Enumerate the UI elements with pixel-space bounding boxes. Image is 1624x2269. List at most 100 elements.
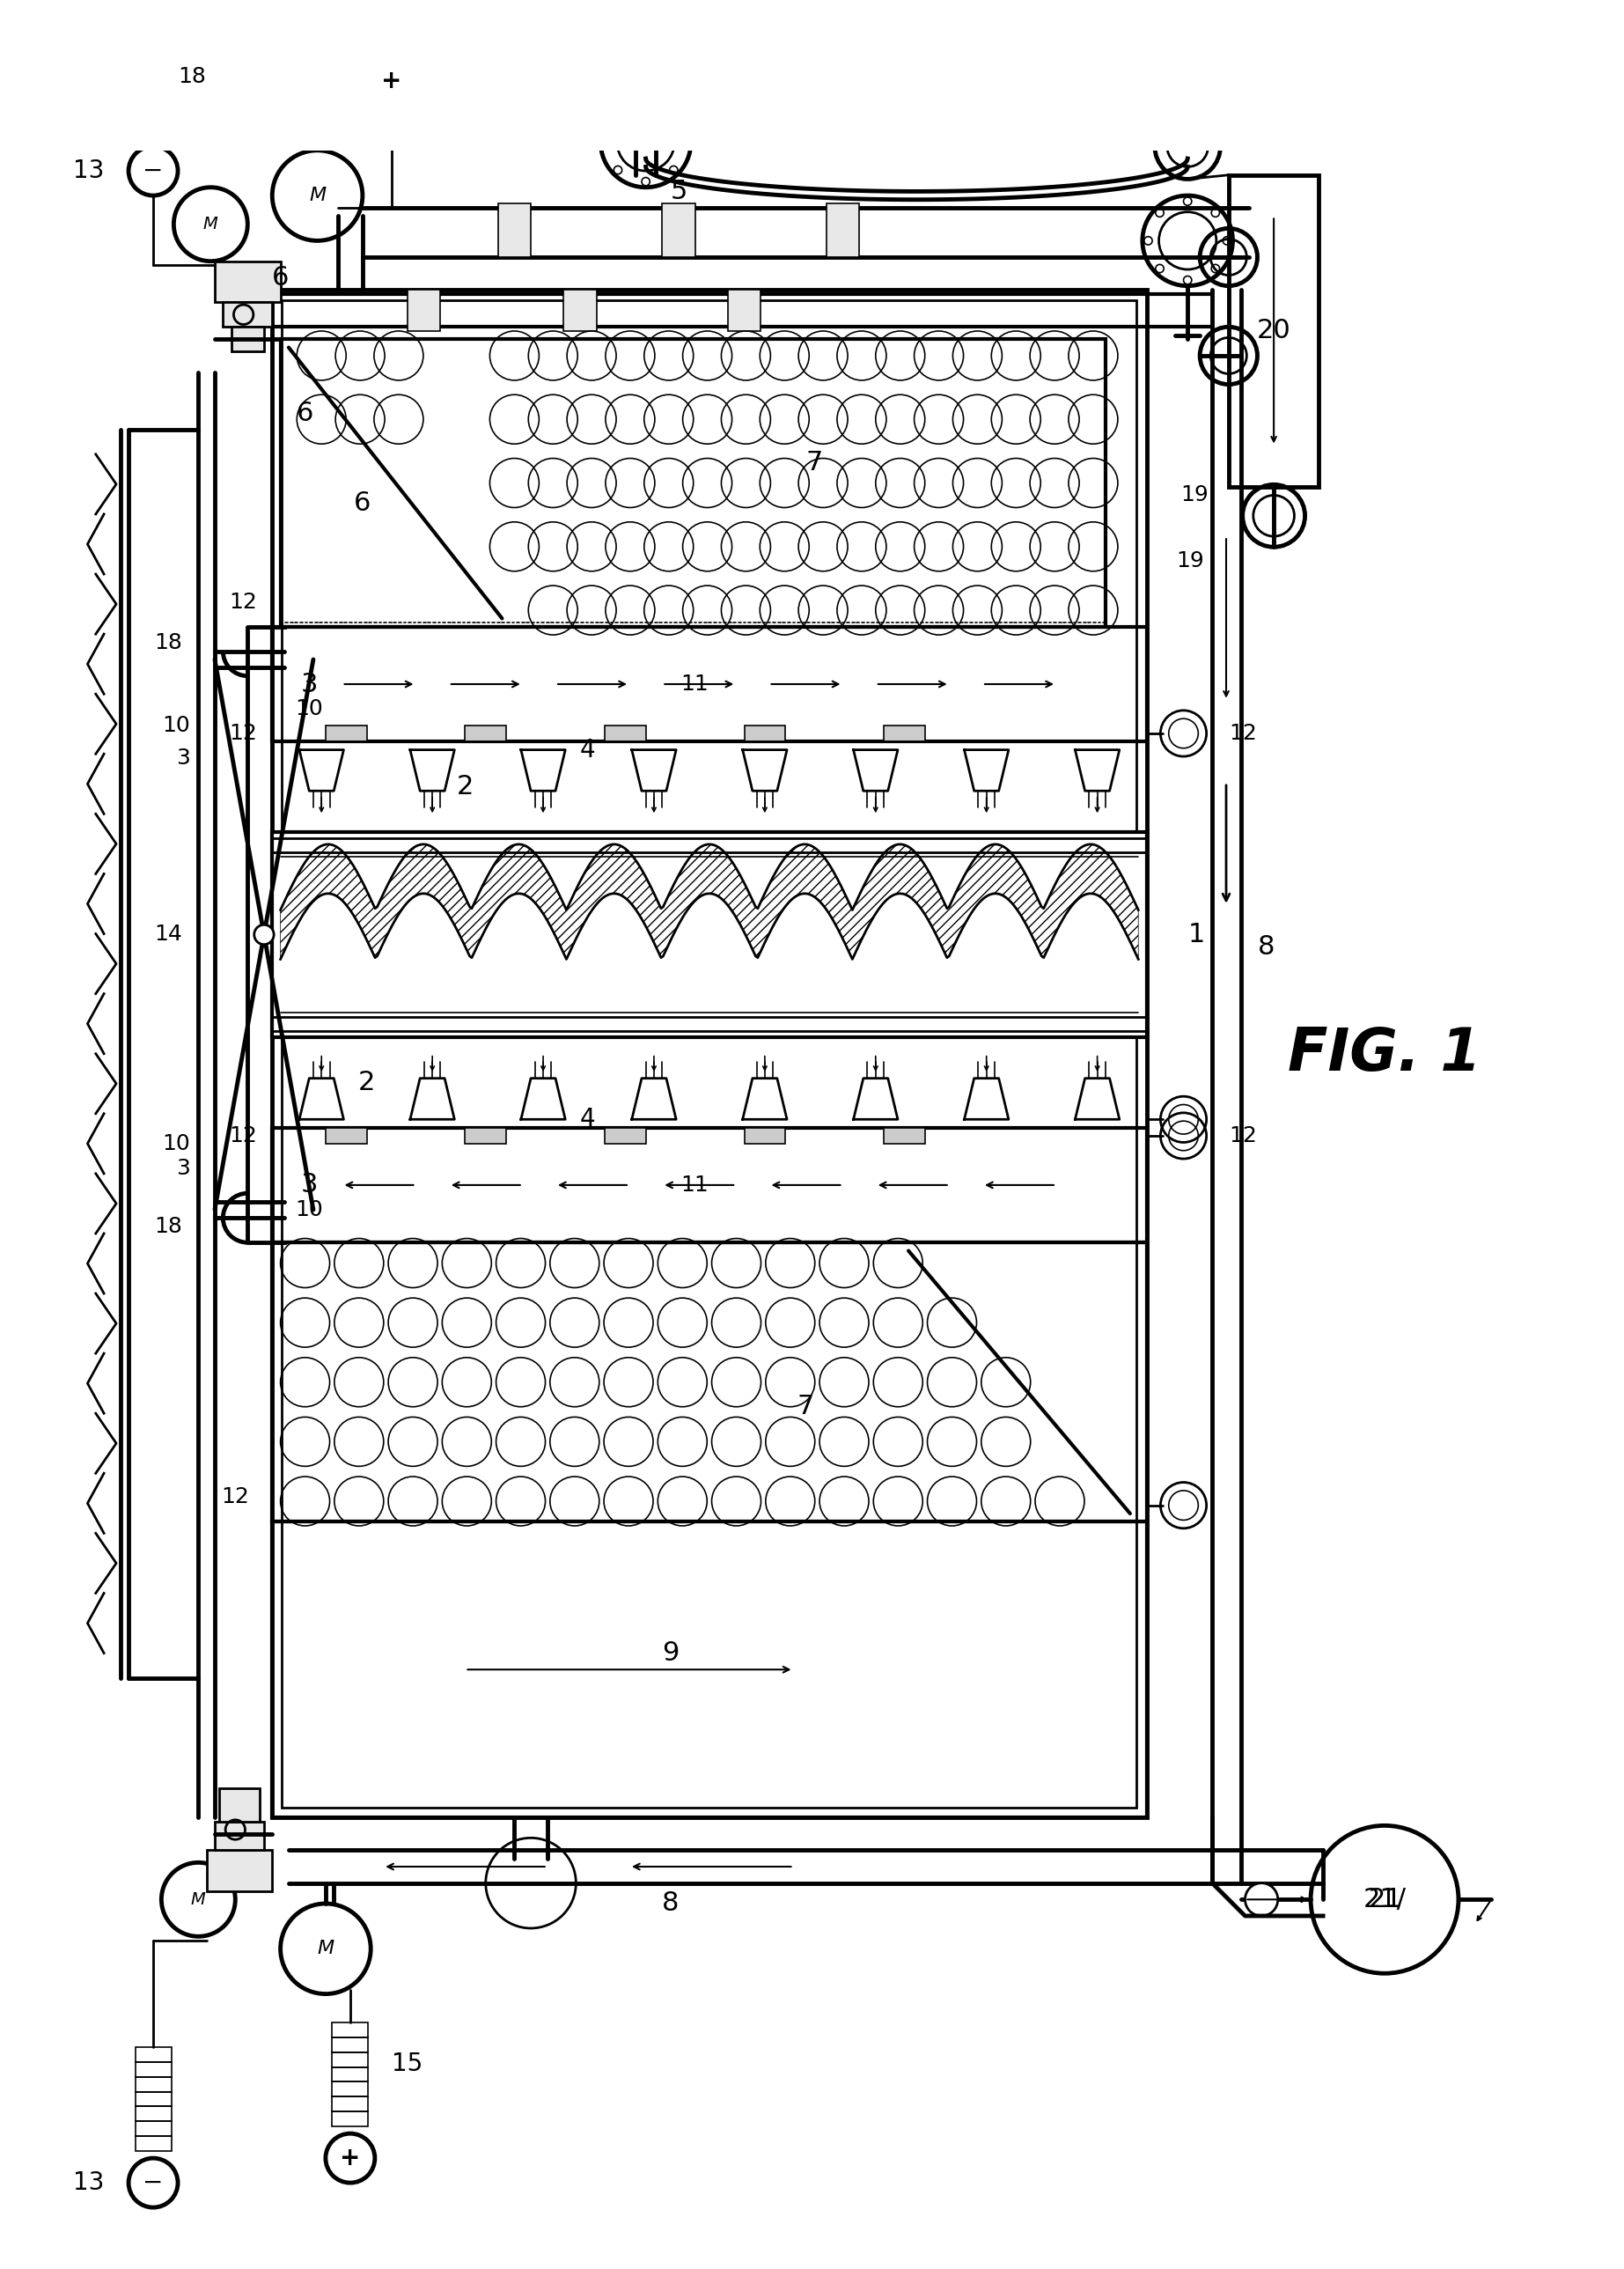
Bar <box>135 66 171 79</box>
Text: 19: 19 <box>1176 551 1203 572</box>
Text: FIG. 1: FIG. 1 <box>1288 1026 1481 1082</box>
Text: 12: 12 <box>1229 1125 1257 1146</box>
Text: 18: 18 <box>154 1216 182 1237</box>
Text: 12: 12 <box>221 1486 250 1507</box>
Bar <box>135 109 171 125</box>
Bar <box>325 1128 367 1144</box>
Text: 4: 4 <box>580 1107 596 1132</box>
Bar <box>135 2106 171 2122</box>
Text: 6: 6 <box>354 490 370 517</box>
Bar <box>827 204 859 256</box>
Bar <box>374 5 409 18</box>
Bar <box>333 2097 369 2112</box>
Bar <box>273 626 1147 742</box>
Text: 21/: 21/ <box>1363 1888 1406 1913</box>
Bar <box>744 726 786 742</box>
Bar <box>374 0 409 5</box>
Bar <box>464 1128 507 1144</box>
Bar <box>464 726 507 742</box>
Bar <box>273 1128 1147 1243</box>
Text: 15: 15 <box>391 2051 422 2076</box>
Text: 1: 1 <box>1187 921 1205 948</box>
Text: −: − <box>143 2171 164 2194</box>
Text: 2: 2 <box>456 774 474 799</box>
Text: 18: 18 <box>154 633 182 653</box>
Text: 8: 8 <box>1257 935 1275 960</box>
Circle shape <box>174 188 247 261</box>
Bar <box>374 18 409 34</box>
Bar <box>499 204 531 256</box>
Bar <box>325 726 367 742</box>
Bar <box>408 290 440 331</box>
Bar <box>333 2112 369 2126</box>
Text: 12: 12 <box>229 592 258 613</box>
Bar <box>214 261 281 302</box>
Bar <box>333 2022 369 2038</box>
Text: 10: 10 <box>162 1134 190 1155</box>
Circle shape <box>281 1904 370 1994</box>
Bar <box>1229 175 1319 488</box>
Bar <box>333 2038 369 2051</box>
Text: 14: 14 <box>154 923 182 946</box>
Text: −: − <box>143 159 164 184</box>
Bar <box>333 2081 369 2097</box>
Text: M: M <box>317 1940 335 1958</box>
Bar <box>135 2092 171 2106</box>
Bar <box>135 125 171 138</box>
Text: +: + <box>382 68 401 93</box>
Bar <box>744 1128 786 1144</box>
Bar <box>281 340 1106 626</box>
Bar <box>135 79 171 95</box>
Text: 13: 13 <box>73 159 104 184</box>
Bar <box>135 2063 171 2076</box>
Text: 8: 8 <box>663 1890 679 1917</box>
Text: M: M <box>192 1890 206 1908</box>
Bar <box>231 327 265 352</box>
Bar <box>206 1849 273 1892</box>
Text: 5: 5 <box>671 179 687 204</box>
Bar <box>135 2047 171 2063</box>
Text: +: + <box>339 2146 361 2171</box>
Bar <box>135 2076 171 2092</box>
Bar <box>663 204 695 256</box>
Text: 18: 18 <box>177 66 206 86</box>
Circle shape <box>255 926 274 944</box>
Bar <box>283 300 1137 1808</box>
Bar <box>883 726 926 742</box>
Bar <box>604 1128 646 1144</box>
Circle shape <box>1246 1883 1278 1915</box>
Text: 10: 10 <box>296 1198 323 1221</box>
Bar <box>728 290 760 331</box>
Text: 3: 3 <box>175 1157 190 1180</box>
Bar <box>135 95 171 109</box>
Text: 3: 3 <box>300 1173 318 1198</box>
Text: 3: 3 <box>175 747 190 769</box>
Text: 13: 13 <box>73 2171 104 2194</box>
Text: 7: 7 <box>797 1393 814 1420</box>
Text: 12: 12 <box>1229 724 1257 744</box>
Text: 3: 3 <box>300 672 318 697</box>
Text: 19: 19 <box>1181 486 1208 506</box>
Text: 2: 2 <box>359 1069 375 1096</box>
Bar <box>135 2122 171 2135</box>
Text: 6: 6 <box>273 265 289 290</box>
Text: 20: 20 <box>1257 318 1291 345</box>
Circle shape <box>273 150 362 241</box>
Text: 10: 10 <box>296 699 323 719</box>
Bar <box>214 1822 265 1849</box>
Text: 21: 21 <box>1367 1888 1402 1913</box>
Bar <box>564 290 596 331</box>
Bar <box>273 1522 1147 1817</box>
Bar <box>273 1243 1147 1522</box>
Bar <box>273 290 1147 1817</box>
Text: 4: 4 <box>580 737 596 762</box>
Text: 11: 11 <box>680 1175 710 1196</box>
Text: 10: 10 <box>162 715 190 735</box>
Text: 9: 9 <box>663 1640 679 1665</box>
Text: M: M <box>203 216 218 234</box>
Text: 6: 6 <box>297 399 313 427</box>
Bar <box>883 1128 926 1144</box>
Bar <box>604 726 646 742</box>
Bar <box>222 302 273 327</box>
Bar <box>333 2067 369 2081</box>
